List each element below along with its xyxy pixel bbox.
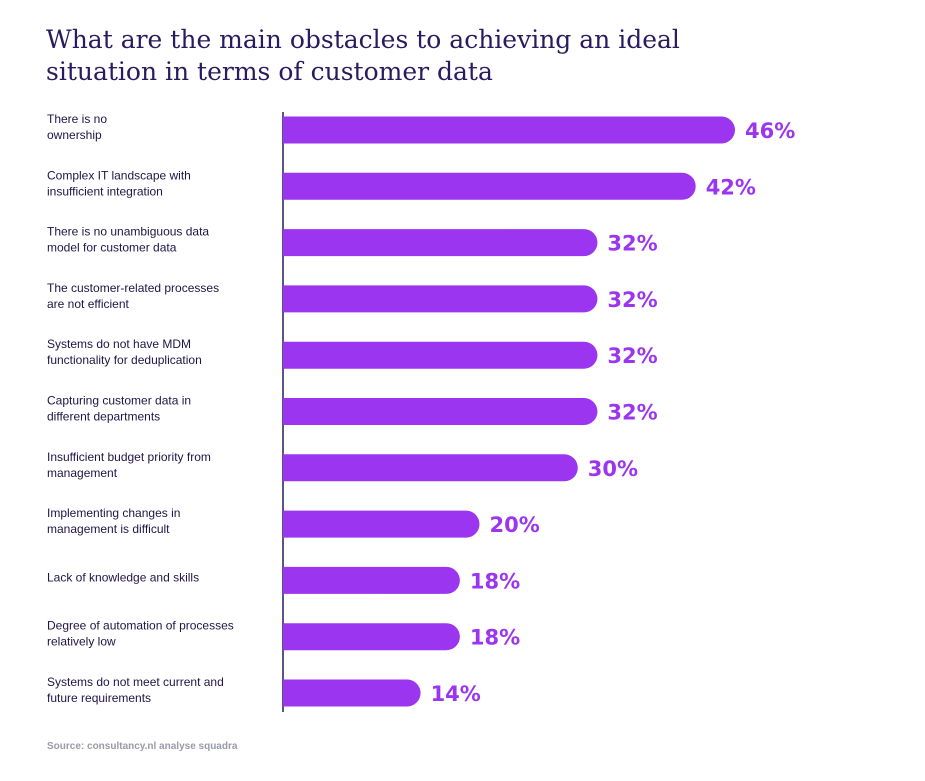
category-label-line: ownership	[47, 128, 102, 142]
bar	[283, 116, 735, 144]
value-label: 32%	[607, 232, 657, 256]
value-label: 14%	[431, 682, 481, 706]
category-label: Degree of automation of processes relativ…	[47, 619, 234, 649]
category-label-line: management	[47, 466, 118, 480]
category-label: Systems do not have MDM functionality for…	[47, 337, 202, 367]
category-label-line: functionality for deduplication	[47, 353, 202, 367]
category-label-line: insufficient integration	[47, 184, 163, 198]
category-label: The customer-related processes are not ef…	[47, 281, 219, 311]
category-label-line: Degree of automation of processes	[47, 619, 234, 633]
category-label-line: Lack of knowledge and skills	[47, 570, 199, 584]
category-label-line: different departments	[47, 410, 160, 424]
bar	[283, 679, 421, 707]
category-label-line: There is no	[47, 112, 107, 126]
value-label: 42%	[706, 175, 756, 199]
category-label-line: Systems do not meet current and	[47, 675, 224, 689]
category-label: Lack of knowledge and skills	[47, 570, 199, 584]
bar	[283, 172, 696, 200]
category-label-line: Capturing customer data in	[47, 394, 191, 408]
category-label-line: management is difficult	[47, 522, 170, 536]
value-label: 18%	[470, 626, 520, 650]
category-label-line: relatively low	[47, 635, 116, 649]
category-label: Implementing changes in management is dif…	[47, 506, 180, 536]
value-label: 32%	[607, 344, 657, 368]
value-label: 20%	[490, 513, 540, 537]
category-label: There is no unambiguous data model for cu…	[47, 225, 209, 255]
category-label-line: The customer-related processes	[47, 281, 219, 295]
bar	[283, 566, 460, 594]
category-label: There is no ownership	[47, 112, 107, 142]
category-label-line: Implementing changes in	[47, 506, 180, 520]
bar	[283, 454, 578, 482]
category-label: Capturing customer data in different depa…	[47, 394, 191, 424]
category-label: Systems do not meet current and future re…	[47, 675, 224, 705]
value-label: 46%	[745, 119, 795, 143]
source-note: Source: consultancy.nl analyse squadra	[47, 741, 238, 752]
value-label: 18%	[470, 569, 520, 593]
bar	[283, 510, 480, 538]
category-label-line: model for customer data	[47, 241, 177, 255]
bar	[283, 285, 598, 313]
chart-title-line-2: situation in terms of customer data	[46, 57, 493, 86]
bar	[283, 229, 598, 257]
category-label: Insufficient budget priority from managem…	[47, 450, 211, 480]
bar	[283, 341, 598, 369]
bar	[283, 398, 598, 425]
bar	[283, 623, 460, 651]
value-label: 30%	[588, 457, 638, 481]
category-label-line: future requirements	[47, 691, 151, 705]
category-label-line: are not efficient	[47, 297, 129, 311]
category-label-line: Insufficient budget priority from	[47, 450, 211, 464]
category-label-line: Systems do not have MDM	[47, 337, 191, 351]
value-label: 32%	[607, 401, 657, 425]
value-label: 32%	[607, 288, 657, 312]
category-label-line: There is no unambiguous data	[47, 225, 209, 239]
chart-title-line-1: What are the main obstacles to achieving…	[46, 25, 680, 54]
category-label-line: Complex IT landscape with	[47, 168, 191, 182]
category-label: Complex IT landscape with insufficient in…	[47, 168, 191, 198]
chart-title: What are the main obstacles to achieving…	[46, 24, 766, 88]
